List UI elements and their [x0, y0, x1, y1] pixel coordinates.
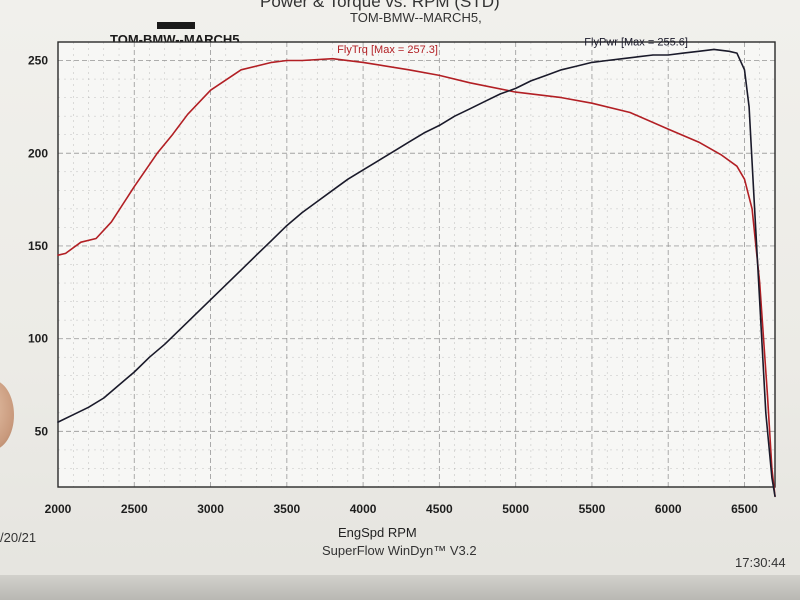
x-tick-label: 6500 [731, 502, 758, 516]
y-tick-label: 50 [35, 424, 49, 438]
y-tick-label: 100 [28, 332, 48, 346]
x-tick-label: 3000 [197, 502, 224, 516]
y-tick-label: 150 [28, 239, 48, 253]
desk-surface [0, 575, 800, 600]
torque-series-line [57, 57, 776, 498]
x-tick-label: 3500 [273, 502, 300, 516]
x-tick-label: 2000 [45, 502, 72, 516]
run-tag-bar [157, 22, 195, 29]
page-subtitle: TOM-BMW--MARCH5, [350, 10, 482, 25]
x-tick-label: 5500 [579, 502, 606, 516]
power-series-label: FlyPwr [Max = 255.6] [584, 37, 688, 49]
power-series-line [57, 48, 776, 498]
x-tick-label: 6000 [655, 502, 682, 516]
x-tick-label: 4500 [426, 502, 453, 516]
x-tick-label: 2500 [121, 502, 148, 516]
x-tick-label: 5000 [502, 502, 529, 516]
y-tick-label: 200 [28, 146, 48, 160]
footer-time: 17:30:44 [735, 555, 786, 570]
plot-frame [57, 41, 776, 488]
torque-series-label: FlyTrq [Max = 257.3] [337, 44, 438, 56]
thumb [0, 380, 14, 450]
page-title: Power & Torque vs. RPM (STD) [260, 0, 500, 11]
footer-date: /20/21 [0, 530, 37, 545]
footer-software: SuperFlow WinDyn™ V3.2 [322, 543, 477, 558]
y-tick-label: 250 [28, 54, 48, 68]
x-tick-label: 4000 [350, 502, 377, 516]
x-axis-title: EngSpd RPM [338, 525, 417, 540]
plot-area [58, 42, 775, 487]
